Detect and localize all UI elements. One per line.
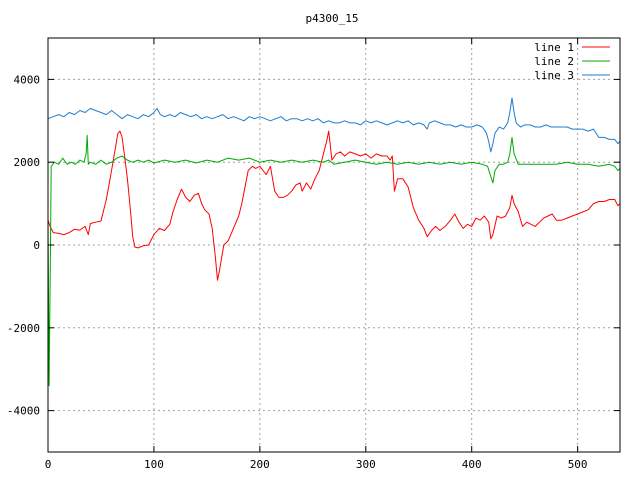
y-tick-label: 4000: [14, 73, 41, 86]
y-tick-label: 2000: [14, 156, 41, 169]
legend-label-3: line 3: [534, 69, 574, 82]
x-tick-label: 100: [144, 458, 164, 471]
x-tick-label: 500: [568, 458, 588, 471]
x-tick-label: 0: [45, 458, 52, 471]
y-tick-label: 0: [33, 239, 40, 252]
x-tick-label: 300: [356, 458, 376, 471]
data-series: [47, 97, 621, 387]
legend-label-2: line 2: [534, 55, 574, 68]
y-tick-label: -4000: [7, 405, 40, 418]
series-line-3: [47, 97, 621, 153]
axis-ticks: 0 100 200 300 400 500 -4000 -2000 0 2000 4000: [7, 38, 620, 471]
series-line-1: [47, 130, 621, 281]
x-tick-label: 400: [462, 458, 482, 471]
grid-lines: [47, 38, 620, 452]
y-tick-label: -2000: [7, 322, 40, 335]
x-tick-label: 200: [250, 458, 270, 471]
series-line-2: [47, 134, 621, 387]
legend-label-1: line 1: [534, 41, 574, 54]
chart-title: p4300_15: [306, 12, 359, 25]
